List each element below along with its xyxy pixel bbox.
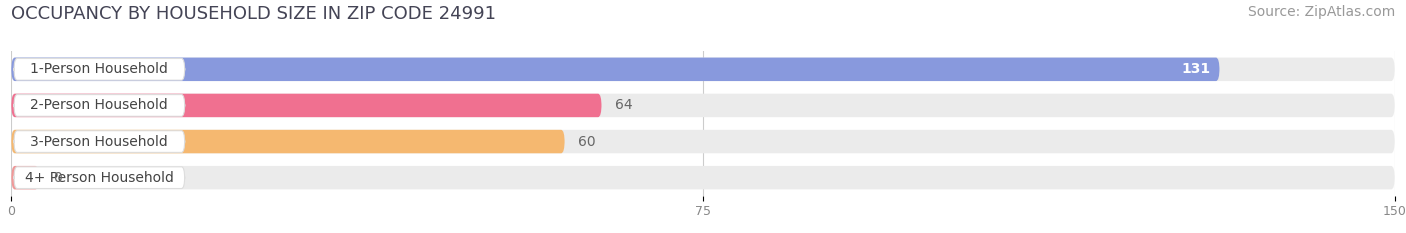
FancyBboxPatch shape — [14, 95, 184, 116]
Text: Source: ZipAtlas.com: Source: ZipAtlas.com — [1247, 5, 1395, 19]
Text: 1-Person Household: 1-Person Household — [31, 62, 169, 76]
FancyBboxPatch shape — [11, 166, 1395, 189]
FancyBboxPatch shape — [11, 58, 1395, 81]
FancyBboxPatch shape — [11, 130, 1395, 153]
FancyBboxPatch shape — [14, 167, 184, 188]
Text: 3-Person Household: 3-Person Household — [31, 134, 169, 149]
Text: 2-Person Household: 2-Person Household — [31, 98, 169, 113]
Text: 131: 131 — [1181, 62, 1211, 76]
FancyBboxPatch shape — [11, 58, 1219, 81]
FancyBboxPatch shape — [11, 94, 1395, 117]
Text: 0: 0 — [53, 171, 62, 185]
FancyBboxPatch shape — [14, 58, 184, 80]
Text: 64: 64 — [616, 98, 633, 113]
Text: OCCUPANCY BY HOUSEHOLD SIZE IN ZIP CODE 24991: OCCUPANCY BY HOUSEHOLD SIZE IN ZIP CODE … — [11, 5, 496, 23]
FancyBboxPatch shape — [11, 130, 565, 153]
Text: 4+ Person Household: 4+ Person Household — [25, 171, 174, 185]
FancyBboxPatch shape — [14, 131, 184, 152]
Text: 60: 60 — [578, 134, 596, 149]
FancyBboxPatch shape — [11, 166, 39, 189]
FancyBboxPatch shape — [11, 94, 602, 117]
